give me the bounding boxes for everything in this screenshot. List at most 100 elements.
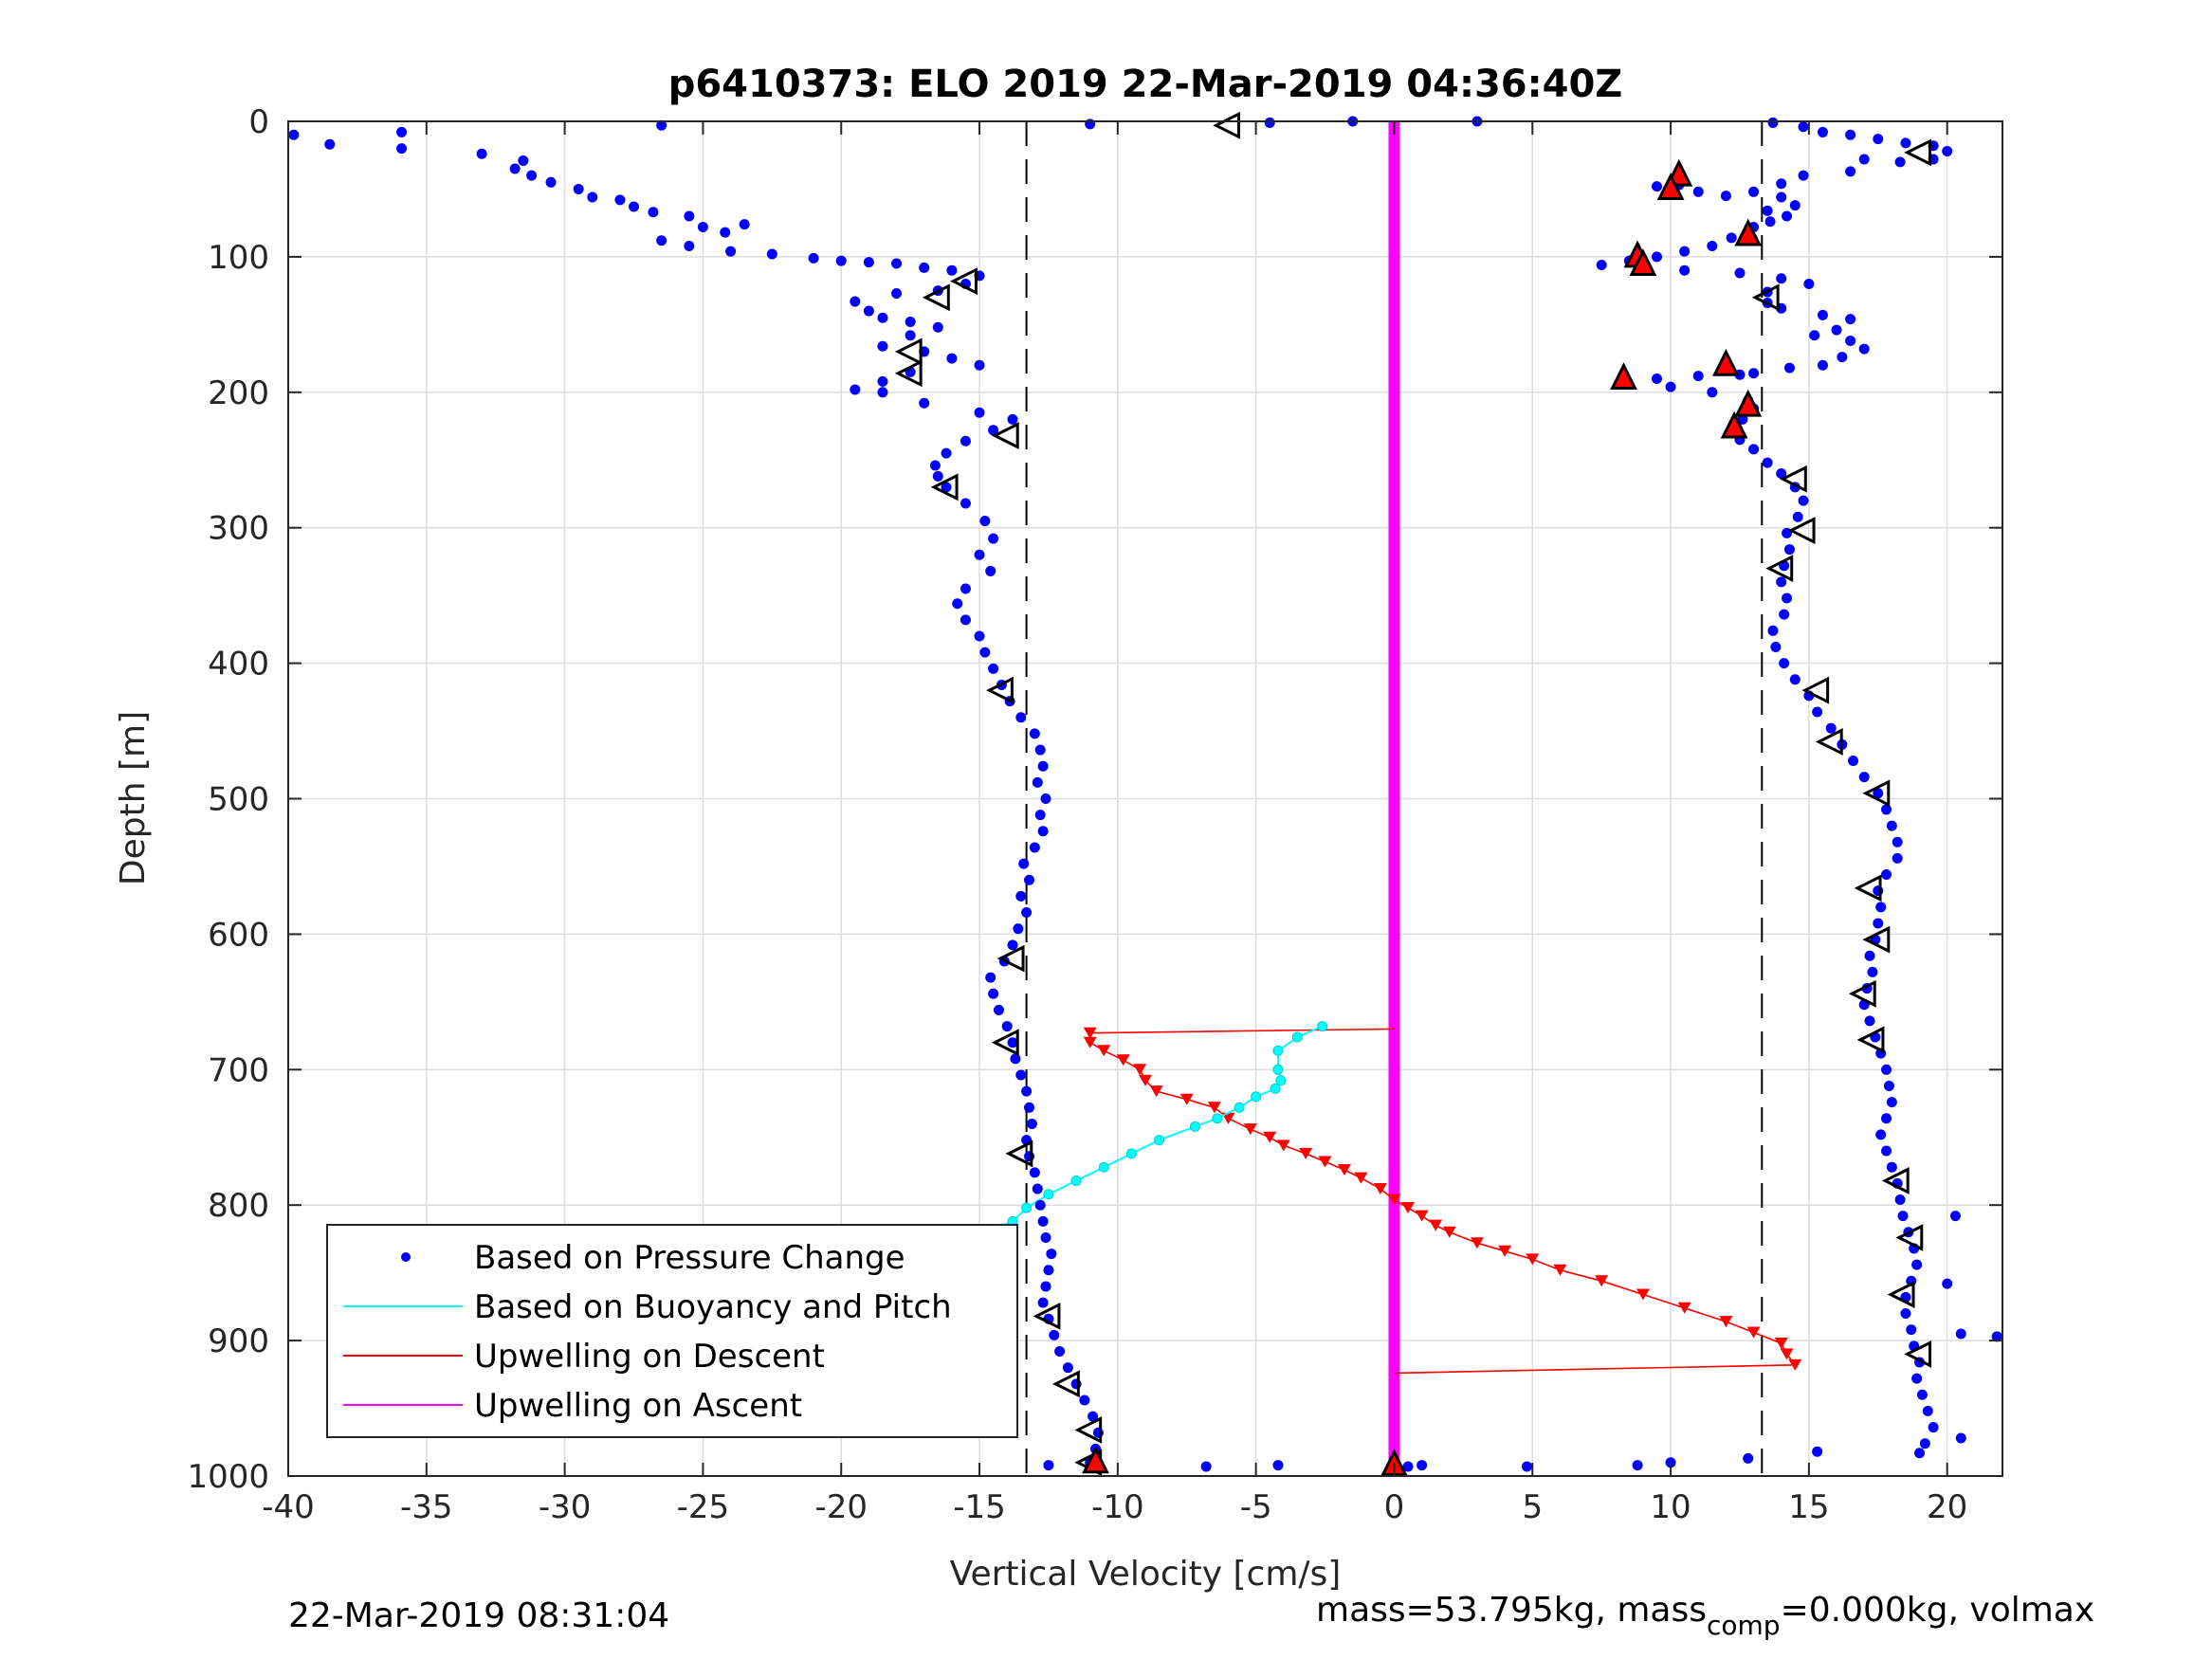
descent-point bbox=[1083, 1036, 1097, 1048]
pressure-point bbox=[1845, 335, 1856, 346]
descent-point bbox=[1774, 1337, 1788, 1349]
legend-label: Based on Pressure Change bbox=[474, 1239, 905, 1277]
pressure-point bbox=[1010, 1053, 1021, 1065]
pressure-point bbox=[1942, 1278, 1953, 1289]
open-triangle-marker bbox=[1801, 676, 1830, 704]
open-triangle-marker bbox=[1856, 1026, 1885, 1054]
descent-point bbox=[1470, 1237, 1484, 1249]
legend: Based on Pressure Change Based on Buoyanc… bbox=[326, 1224, 1018, 1438]
pressure-point bbox=[1007, 413, 1018, 425]
buoyancy-point bbox=[1272, 1064, 1284, 1075]
open-triangle-marker bbox=[991, 422, 1019, 449]
footer-mass-suffix: =0.000kg, volmax bbox=[1781, 1591, 2095, 1630]
pressure-point bbox=[932, 470, 943, 482]
pressure-point bbox=[1001, 1021, 1013, 1032]
pressure-point bbox=[988, 663, 999, 674]
footer-mass-prefix: mass=53.795kg, mass bbox=[1316, 1591, 1707, 1630]
open-triangle-marker bbox=[1854, 874, 1882, 902]
pressure-point bbox=[697, 221, 708, 232]
buoyancy-point bbox=[1234, 1102, 1245, 1113]
pressure-point bbox=[1037, 1297, 1049, 1308]
pressure-point bbox=[1906, 1324, 1917, 1336]
pressure-point bbox=[1762, 457, 1773, 468]
pressure-point bbox=[1748, 444, 1760, 455]
pressure-point bbox=[684, 210, 695, 222]
pressure-point bbox=[1916, 1389, 1928, 1400]
footer-mass-info: mass=53.795kg, masscomp=0.000kg, volmax bbox=[1316, 1591, 2094, 1641]
pressure-point bbox=[396, 143, 408, 155]
pressure-point bbox=[1007, 939, 1018, 951]
y-tick-label: 0 bbox=[248, 103, 269, 141]
pressure-point bbox=[1029, 1167, 1040, 1178]
pressure-point bbox=[1886, 820, 1897, 831]
pressure-point bbox=[1651, 181, 1662, 192]
buoyancy-point bbox=[1043, 1189, 1054, 1200]
descent-point bbox=[1387, 1194, 1401, 1206]
pressure-point bbox=[1864, 1015, 1875, 1027]
pressure-point bbox=[1521, 1461, 1532, 1472]
open-triangle-marker bbox=[1904, 138, 1932, 167]
pressure-point bbox=[1032, 1183, 1043, 1194]
pressure-point bbox=[1748, 186, 1760, 197]
y-tick-label: 700 bbox=[208, 1051, 269, 1089]
pressure-point bbox=[1264, 117, 1275, 128]
y-tick-label: 500 bbox=[208, 781, 269, 819]
pressure-point bbox=[1782, 592, 1793, 604]
pressure-point bbox=[1029, 842, 1040, 853]
x-tick-label: -20 bbox=[814, 1488, 868, 1526]
footer-timestamp: 22-Mar-2019 08:31:04 bbox=[288, 1596, 669, 1635]
pressure-point bbox=[1919, 1438, 1930, 1449]
pressure-point bbox=[1776, 273, 1787, 284]
pressure-point bbox=[1651, 374, 1662, 385]
pressure-point bbox=[1886, 1161, 1897, 1173]
descent-point bbox=[1746, 1326, 1761, 1339]
open-triangle-marker bbox=[1787, 517, 1816, 544]
y-tick-label: 300 bbox=[208, 510, 269, 548]
pressure-point bbox=[1873, 788, 1884, 799]
pressure-point bbox=[1875, 902, 1887, 913]
pressure-point bbox=[1024, 1102, 1035, 1113]
filled-triangle-marker bbox=[1656, 173, 1685, 200]
pressure-point bbox=[1875, 1129, 1887, 1140]
pressure-point bbox=[1776, 468, 1787, 480]
pressure-point bbox=[1886, 1097, 1897, 1108]
pressure-point bbox=[1748, 368, 1760, 379]
open-triangle-marker bbox=[950, 267, 978, 296]
descent-point bbox=[1788, 1358, 1802, 1371]
legend-label: Upwelling on Ascent bbox=[474, 1387, 802, 1425]
x-tick-label: -30 bbox=[539, 1488, 592, 1526]
pressure-point bbox=[1770, 641, 1782, 652]
pressure-point bbox=[877, 312, 888, 323]
pressure-point bbox=[1015, 890, 1027, 902]
pressure-point bbox=[1062, 1362, 1073, 1374]
descent-point bbox=[1276, 1139, 1290, 1152]
descent-point bbox=[1780, 1348, 1794, 1360]
pressure-point bbox=[960, 498, 971, 509]
pressure-point bbox=[1812, 706, 1823, 718]
open-triangle-marker bbox=[894, 337, 923, 366]
buoyancy-point bbox=[1125, 1148, 1137, 1159]
pressure-point bbox=[1897, 1211, 1909, 1222]
pressure-point bbox=[974, 549, 985, 560]
descent-point bbox=[1636, 1288, 1650, 1301]
pressure-point bbox=[1798, 495, 1809, 506]
filled-triangle-marker bbox=[1734, 218, 1763, 246]
descent-point bbox=[1149, 1085, 1163, 1098]
pressure-point bbox=[545, 176, 557, 188]
pressure-point bbox=[850, 384, 861, 395]
pressure-point bbox=[288, 129, 300, 140]
pressure-point bbox=[919, 262, 930, 273]
pressure-point bbox=[1779, 658, 1790, 669]
open-triangle-marker bbox=[1765, 555, 1794, 582]
legend-marker bbox=[401, 1252, 411, 1262]
x-tick-label: 0 bbox=[1384, 1488, 1405, 1526]
pressure-point bbox=[960, 583, 971, 594]
pressure-point bbox=[1679, 246, 1691, 257]
x-tick-label: -15 bbox=[953, 1488, 1006, 1526]
pressure-point bbox=[1043, 1265, 1054, 1276]
descent-point bbox=[1318, 1156, 1332, 1168]
pressure-point bbox=[974, 359, 985, 371]
pressure-point bbox=[932, 321, 943, 333]
pressure-point bbox=[929, 460, 941, 471]
pressure-point bbox=[891, 258, 903, 269]
